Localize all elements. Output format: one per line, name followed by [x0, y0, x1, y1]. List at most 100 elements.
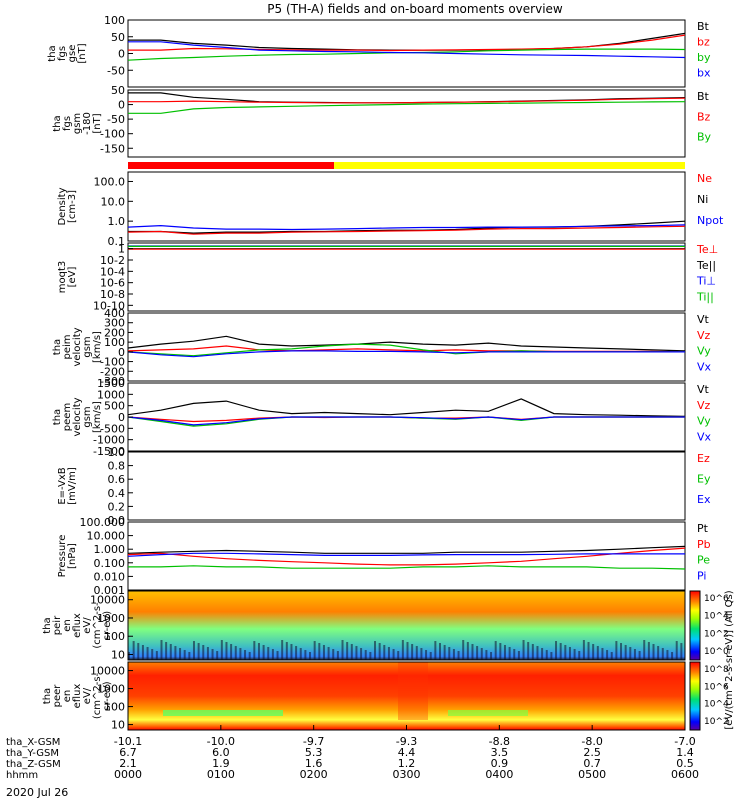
y-axis-label: velocity: [72, 397, 83, 436]
y-axis-label: [cm-3]: [67, 190, 78, 223]
time-row-value: 1.6: [305, 757, 323, 770]
ion-spec-noise: [480, 648, 483, 660]
y-tick-label: 10-2: [100, 254, 125, 267]
panels-layer: [127, 19, 701, 731]
ion-spec-noise: [383, 645, 386, 660]
ion-spec-noise: [216, 651, 219, 660]
series-layer: [127, 32, 686, 570]
ion-spec-noise: [568, 647, 571, 660]
y-axis-label: E=-VxB: [57, 467, 68, 504]
panel-pressure: [127, 521, 686, 591]
legend-efield-Ez: Ez: [697, 452, 710, 465]
colorbar-tick-label: 10^8: [704, 665, 729, 675]
y-axis-label: Density: [57, 187, 68, 225]
ion-spec-noise: [666, 650, 669, 660]
y-tick-label: -100: [100, 128, 125, 141]
panel-fgs: [127, 19, 686, 88]
panel-el_spec: [127, 661, 686, 731]
y-tick-label: 10: [111, 649, 125, 662]
series-ve-Vy: [127, 416, 685, 427]
time-row-value: 0200: [300, 768, 328, 781]
time-row-value: 0400: [485, 768, 513, 781]
legend-fgs-bx: bx: [697, 67, 711, 80]
y-tick-label: 10: [111, 719, 125, 732]
legend-pressure-Pe: Pe: [697, 554, 710, 567]
time-row-value: 0.5: [676, 757, 694, 770]
series-vi-Vx: [127, 350, 685, 358]
ion-spec-noise: [545, 650, 548, 660]
series-fgs_gsm-Bz: [128, 97, 686, 104]
electron-spectrogram: [128, 662, 685, 730]
y-axis-label: tha: [42, 617, 53, 633]
ion-spec-noise: [661, 648, 664, 660]
ion-spec-noise: [285, 642, 288, 660]
series-fgs-bz: [128, 34, 686, 52]
ion-spec-noise: [629, 647, 632, 660]
panel-vi: [127, 312, 686, 382]
ion-spec-noise: [341, 640, 344, 660]
series-pressure-Pb: [127, 547, 686, 566]
series-density-Npot: [127, 224, 686, 231]
time-row-value: 5.3: [305, 746, 323, 759]
ion-spec-noise: [202, 645, 205, 660]
y-axis-label: [nPa]: [67, 543, 78, 569]
legend-fgs_gsm-Bz: Bz: [697, 110, 711, 123]
ion-spec-noise: [253, 641, 256, 660]
ion-spec-noise: [494, 641, 497, 660]
ion-spec-noise: [188, 652, 191, 660]
ion-spec-noise: [230, 644, 233, 660]
time-row-value: 0500: [578, 768, 606, 781]
electron-spec-burst: [398, 662, 428, 720]
ion-spec-noise: [531, 644, 534, 660]
ion-spec-noise: [503, 645, 506, 660]
ion-spec-noise: [281, 640, 284, 660]
y-tick-label: -200: [100, 365, 125, 378]
legend-ve-Vz: Vz: [697, 399, 711, 412]
time-row-value: 2.5: [583, 746, 601, 759]
ion-spec-noise: [183, 650, 186, 660]
ion-spec-noise: [290, 644, 293, 660]
ion-spec-noise: [596, 646, 599, 660]
panel-frame: [127, 171, 686, 242]
y-tick-label: 1000: [97, 612, 125, 625]
y-tick-label: 0: [118, 411, 125, 424]
series-ve-Vt: [127, 398, 686, 417]
ion-spec-noise: [680, 643, 683, 660]
panel-frame: [127, 19, 686, 88]
y-tick-label: -50: [107, 64, 125, 77]
panel-frame: [127, 312, 686, 382]
ion-spec-noise: [160, 640, 163, 660]
ion-spec-noise: [541, 648, 544, 660]
legend-vi-Vt: Vt: [697, 313, 710, 326]
legend-ve-Vt: Vt: [697, 383, 710, 396]
ion-spec-noise: [211, 649, 214, 660]
legend-temp-Ti||: Ti||: [696, 290, 714, 303]
ion-spec-noise: [169, 644, 172, 660]
panel-frame: [127, 521, 686, 591]
ion-spec-noise: [633, 649, 636, 660]
y-tick-label: 200: [104, 326, 125, 339]
y-tick-label: 10000: [90, 594, 125, 607]
y-axis-label: tha: [52, 339, 63, 355]
series-fgs_gsm-By: [128, 101, 686, 114]
colorbar-tick-label: 10^0: [704, 647, 729, 657]
y-tick-label: 100: [104, 701, 125, 714]
ion-spec-noise: [587, 642, 590, 660]
y-tick-label: 500: [104, 400, 125, 413]
time-row-value: 1.2: [398, 757, 416, 770]
ion-spec-noise: [485, 650, 488, 660]
y-tick-label: 0.2: [108, 500, 126, 513]
y-tick-label: 0.100: [94, 557, 126, 570]
series-vi-Vt: [127, 335, 686, 352]
ion-spec-noise: [206, 647, 209, 660]
ion-spec-noise: [425, 650, 428, 660]
ion-spec-noise: [174, 646, 177, 660]
y-axis-label: [nT]: [77, 43, 88, 63]
y-tick-label: -500: [100, 422, 125, 435]
ion-spec-noise: [350, 644, 353, 660]
y-tick-label: 0.001: [94, 584, 126, 597]
ion-spec-noise: [415, 646, 418, 660]
y-tick-label: 1.0: [108, 446, 126, 459]
panel-frame: [127, 242, 686, 312]
time-row-value: -10.0: [207, 735, 235, 748]
